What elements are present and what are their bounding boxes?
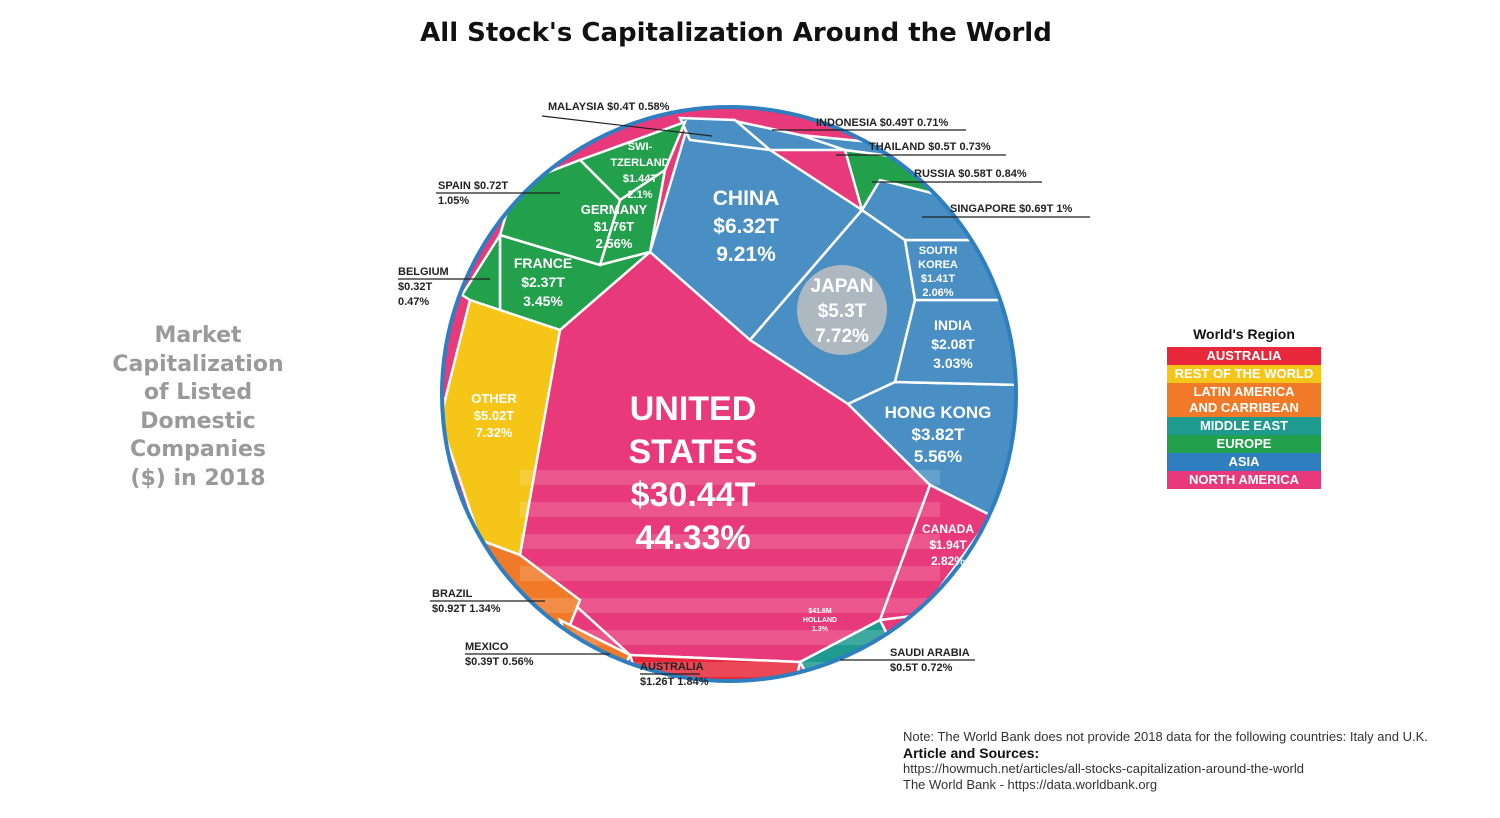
legend-item-rest-of-the-world: REST OF THE WORLD — [1167, 365, 1321, 383]
label-swi-tzerland: SWI-TZERLAND $1.44T 2.1% — [610, 141, 669, 201]
label-saudi-arabia: SAUDI ARABIA $0.5T 0.72% — [890, 647, 970, 674]
us-flag-stripe — [520, 662, 940, 677]
us-flag-stripe — [520, 470, 940, 485]
label-singapore: SINGAPORE $0.69T 1% — [950, 203, 1072, 215]
source-link-howmuch[interactable]: https://howmuch.net/articles/all-stocks-… — [903, 761, 1305, 776]
sources-heading: Article and Sources: — [903, 745, 1040, 761]
legend-items: AUSTRALIA REST OF THE WORLD LATIN AMERICA … — [1167, 347, 1321, 489]
label-other: OTHER $5.02T 7.32% — [471, 391, 517, 440]
label-brazil: BRAZIL $0.92T 1.34% — [432, 588, 501, 615]
label-holland: $41.6M HOLLAND 1.3% — [803, 608, 837, 633]
label-france: FRANCE $2.37T 3.45% — [514, 255, 572, 309]
label-japan: JAPAN $5.3T 7.72% — [811, 276, 874, 347]
legend: World's Region AUSTRALIA REST OF THE WORL… — [1167, 325, 1321, 489]
legend-item-asia: ASIA — [1167, 453, 1321, 471]
label-indonesia: INDONESIA $0.49T 0.71% — [816, 117, 948, 129]
label-germany: GERMANY $1.76T 2.56% — [581, 202, 648, 251]
label-malaysia: MALAYSIA $0.4T 0.58% — [548, 101, 670, 113]
legend-item-australia: AUSTRALIA — [1167, 347, 1321, 365]
label-russia: RUSSIA $0.58T 0.84% — [914, 168, 1027, 180]
label-belgium: BELGIUM $0.32T 0.47% — [398, 266, 449, 308]
notes: Note: The World Bank does not provide 20… — [903, 729, 1483, 793]
us-flag-stripe — [520, 534, 940, 549]
legend-title: World's Region — [1193, 326, 1295, 342]
chart-outline — [440, 105, 1018, 683]
source-link-worldbank[interactable]: The World Bank - https://data.worldbank.… — [903, 777, 1158, 792]
us-flag-stripe — [520, 566, 940, 581]
us-flag-stripe — [520, 502, 940, 517]
label-mexico: MEXICO $0.39T 0.56% — [465, 641, 534, 668]
label-united-states: UNITED STATES $30.44T 44.33% — [628, 390, 757, 557]
legend-item-europe: EUROPE — [1167, 435, 1321, 453]
legend-item-latin-america-and-carribean: LATIN AMERICA AND CARRIBEAN — [1167, 383, 1321, 417]
label-spain: SPAIN $0.72T 1.05% — [438, 180, 508, 207]
legend-item-middle-east: MIDDLE EAST — [1167, 417, 1321, 435]
leader-malaysia — [541, 115, 713, 137]
label-australia: AUSTRALIA $1.26T 1.84% — [640, 661, 709, 688]
side-label: Market Capitalization of Listed Domestic… — [112, 323, 284, 491]
label-south-korea: SOUTH KOREA $1.41T 2.06% — [918, 245, 958, 299]
us-flag-stripe — [520, 598, 940, 613]
chart-title: All Stock's Capitalization Around the Wo… — [420, 18, 1052, 48]
label-canada: CANADA $1.94T 2.82% — [922, 522, 974, 568]
us-flag-stripe — [520, 630, 940, 645]
legend-item-north-america: NORTH AMERICA — [1167, 471, 1321, 489]
label-china: CHINA $6.32T 9.21% — [713, 187, 780, 266]
label-thailand: THAILAND $0.5T 0.73% — [869, 141, 991, 153]
label-india: INDIA $2.08T 3.03% — [931, 317, 975, 371]
japan-sun-disc — [797, 265, 887, 355]
label-hong-kong: HONG KONG $3.82T 5.56% — [885, 403, 992, 466]
note-text: Note: The World Bank does not provide 20… — [903, 729, 1428, 744]
